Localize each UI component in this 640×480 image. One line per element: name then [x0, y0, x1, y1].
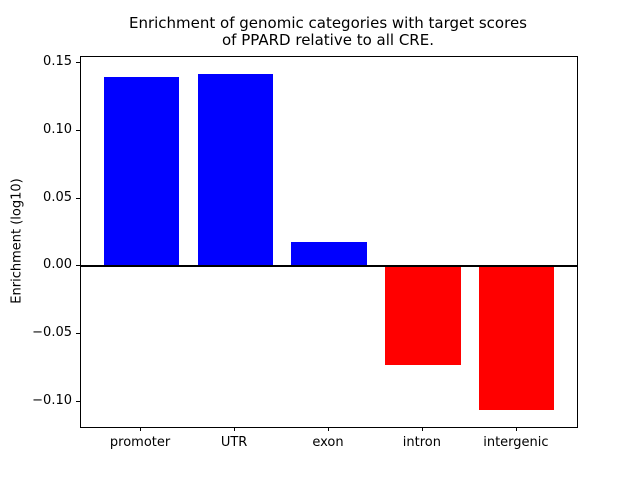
x-tick-mark — [421, 427, 423, 431]
y-tick-mark — [76, 265, 80, 267]
y-tick-label: 0.00 — [43, 257, 72, 273]
x-tick-label: promoter — [109, 435, 171, 450]
bar-UTR — [197, 73, 273, 267]
x-tick-label: UTR — [220, 435, 248, 450]
x-tick-mark — [234, 427, 236, 431]
chart-title: Enrichment of genomic categories with ta… — [80, 15, 576, 49]
y-tick-label: −0.05 — [32, 325, 72, 341]
bar-intron — [385, 266, 461, 366]
y-tick-mark — [76, 401, 80, 402]
x-tick-mark — [328, 427, 329, 431]
x-tick-label: exon — [312, 435, 344, 450]
y-tick-label: 0.15 — [43, 54, 72, 69]
bar-promoter — [103, 76, 179, 267]
chart-title-line: Enrichment of genomic categories with ta… — [128, 14, 527, 32]
y-tick-mark — [76, 197, 80, 199]
chart-title-line: of PPARD relative to all CRE. — [222, 31, 434, 49]
bar-exon — [291, 242, 367, 267]
y-tick-mark — [76, 62, 80, 63]
bar-intergenic — [479, 266, 555, 411]
x-tick-mark — [140, 427, 142, 431]
y-tick-label: −0.10 — [32, 393, 72, 408]
x-tick-mark — [515, 427, 517, 431]
x-tick-label: intron — [402, 435, 441, 450]
y-tick-label: 0.10 — [43, 121, 72, 137]
y-tick-mark — [76, 333, 80, 335]
zero-line — [81, 265, 577, 268]
x-tick-label: intergenic — [483, 435, 549, 450]
plot-area — [80, 56, 578, 428]
y-tick-label: 0.05 — [43, 189, 72, 205]
y-tick-mark — [76, 129, 80, 131]
